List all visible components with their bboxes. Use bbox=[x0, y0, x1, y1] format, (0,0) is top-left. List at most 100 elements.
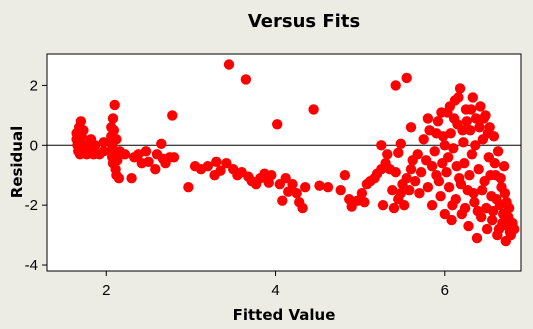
data-point bbox=[414, 188, 425, 199]
data-point bbox=[493, 223, 505, 235]
data-point bbox=[473, 164, 484, 175]
data-point bbox=[395, 138, 406, 149]
data-point bbox=[272, 119, 283, 130]
data-point bbox=[499, 188, 511, 199]
y-tick-label: -4 bbox=[25, 257, 38, 274]
data-point bbox=[322, 182, 334, 193]
data-point bbox=[461, 116, 472, 127]
data-point bbox=[376, 140, 387, 151]
data-point bbox=[463, 220, 474, 232]
data-point bbox=[439, 208, 450, 220]
data-point bbox=[482, 128, 494, 139]
data-point bbox=[90, 140, 101, 151]
data-point bbox=[458, 137, 469, 148]
x-tick-label: 2 bbox=[102, 282, 110, 299]
data-point bbox=[475, 101, 486, 112]
data-point bbox=[481, 202, 492, 214]
data-point bbox=[503, 202, 515, 214]
data-point bbox=[167, 110, 178, 121]
data-point bbox=[478, 113, 489, 124]
data-point bbox=[470, 140, 481, 151]
data-point bbox=[468, 188, 479, 199]
data-point bbox=[215, 165, 226, 176]
data-point bbox=[280, 173, 291, 184]
data-point bbox=[223, 59, 235, 70]
data-point bbox=[471, 232, 483, 244]
data-point bbox=[404, 185, 415, 196]
data-point bbox=[359, 197, 370, 208]
data-point bbox=[78, 125, 89, 136]
data-point bbox=[491, 194, 502, 205]
data-point bbox=[405, 164, 417, 175]
y-tick-label: 2 bbox=[30, 77, 38, 94]
data-point bbox=[466, 149, 478, 160]
chart-title: Versus Fits bbox=[248, 11, 360, 32]
data-point bbox=[464, 170, 475, 181]
data-point bbox=[401, 72, 412, 84]
data-point bbox=[431, 128, 442, 139]
data-point bbox=[390, 80, 401, 91]
data-point bbox=[446, 214, 457, 226]
data-point bbox=[418, 134, 429, 145]
data-point bbox=[439, 140, 450, 151]
data-point bbox=[405, 122, 417, 133]
data-point bbox=[388, 202, 400, 214]
data-point bbox=[143, 156, 154, 167]
data-point bbox=[498, 161, 510, 172]
data-point bbox=[454, 83, 466, 94]
data-point bbox=[410, 176, 421, 187]
data-point bbox=[443, 182, 455, 193]
data-point bbox=[150, 164, 161, 175]
y-axis-label: Residual bbox=[8, 126, 26, 198]
data-point bbox=[211, 156, 222, 167]
data-point bbox=[183, 182, 194, 193]
x-tick-label: 4 bbox=[271, 282, 279, 299]
data-point bbox=[109, 99, 120, 111]
data-point bbox=[291, 188, 302, 199]
data-point bbox=[422, 182, 434, 193]
data-point bbox=[107, 113, 119, 124]
data-point bbox=[75, 116, 87, 127]
data-point bbox=[470, 113, 482, 124]
data-point bbox=[277, 195, 288, 206]
data-point bbox=[422, 113, 434, 124]
data-point bbox=[168, 152, 180, 163]
data-point bbox=[451, 161, 462, 172]
data-point bbox=[126, 173, 137, 184]
data-point bbox=[221, 158, 232, 169]
data-point bbox=[240, 74, 252, 85]
data-point bbox=[447, 200, 458, 211]
axis-ticks: 2 4 6 2 0 -2 -4 bbox=[25, 77, 449, 299]
data-point bbox=[465, 104, 477, 115]
data-point bbox=[356, 188, 368, 199]
data-point bbox=[489, 158, 500, 169]
data-point bbox=[453, 92, 464, 103]
data-point bbox=[467, 92, 478, 103]
data-point bbox=[113, 173, 125, 184]
data-point bbox=[202, 161, 213, 172]
y-tick-label: 0 bbox=[30, 137, 38, 154]
data-point bbox=[393, 147, 404, 158]
data-point bbox=[111, 134, 122, 145]
data-point bbox=[300, 182, 311, 193]
data-point bbox=[476, 185, 488, 196]
data-point bbox=[474, 122, 485, 133]
data-point bbox=[112, 155, 123, 166]
data-point bbox=[335, 185, 346, 196]
data-point bbox=[448, 143, 459, 154]
data-point bbox=[465, 125, 476, 136]
data-point bbox=[435, 191, 446, 202]
data-point bbox=[140, 146, 152, 157]
data-point bbox=[472, 205, 483, 217]
data-point bbox=[266, 170, 277, 181]
data-point bbox=[436, 107, 447, 118]
data-point bbox=[415, 167, 427, 178]
data-point bbox=[308, 104, 319, 115]
data-point bbox=[390, 167, 401, 178]
x-axis-label: Fitted Value bbox=[233, 306, 336, 324]
data-point bbox=[426, 161, 438, 172]
data-point bbox=[487, 214, 498, 226]
data-point bbox=[432, 116, 444, 127]
data-point bbox=[412, 149, 423, 160]
